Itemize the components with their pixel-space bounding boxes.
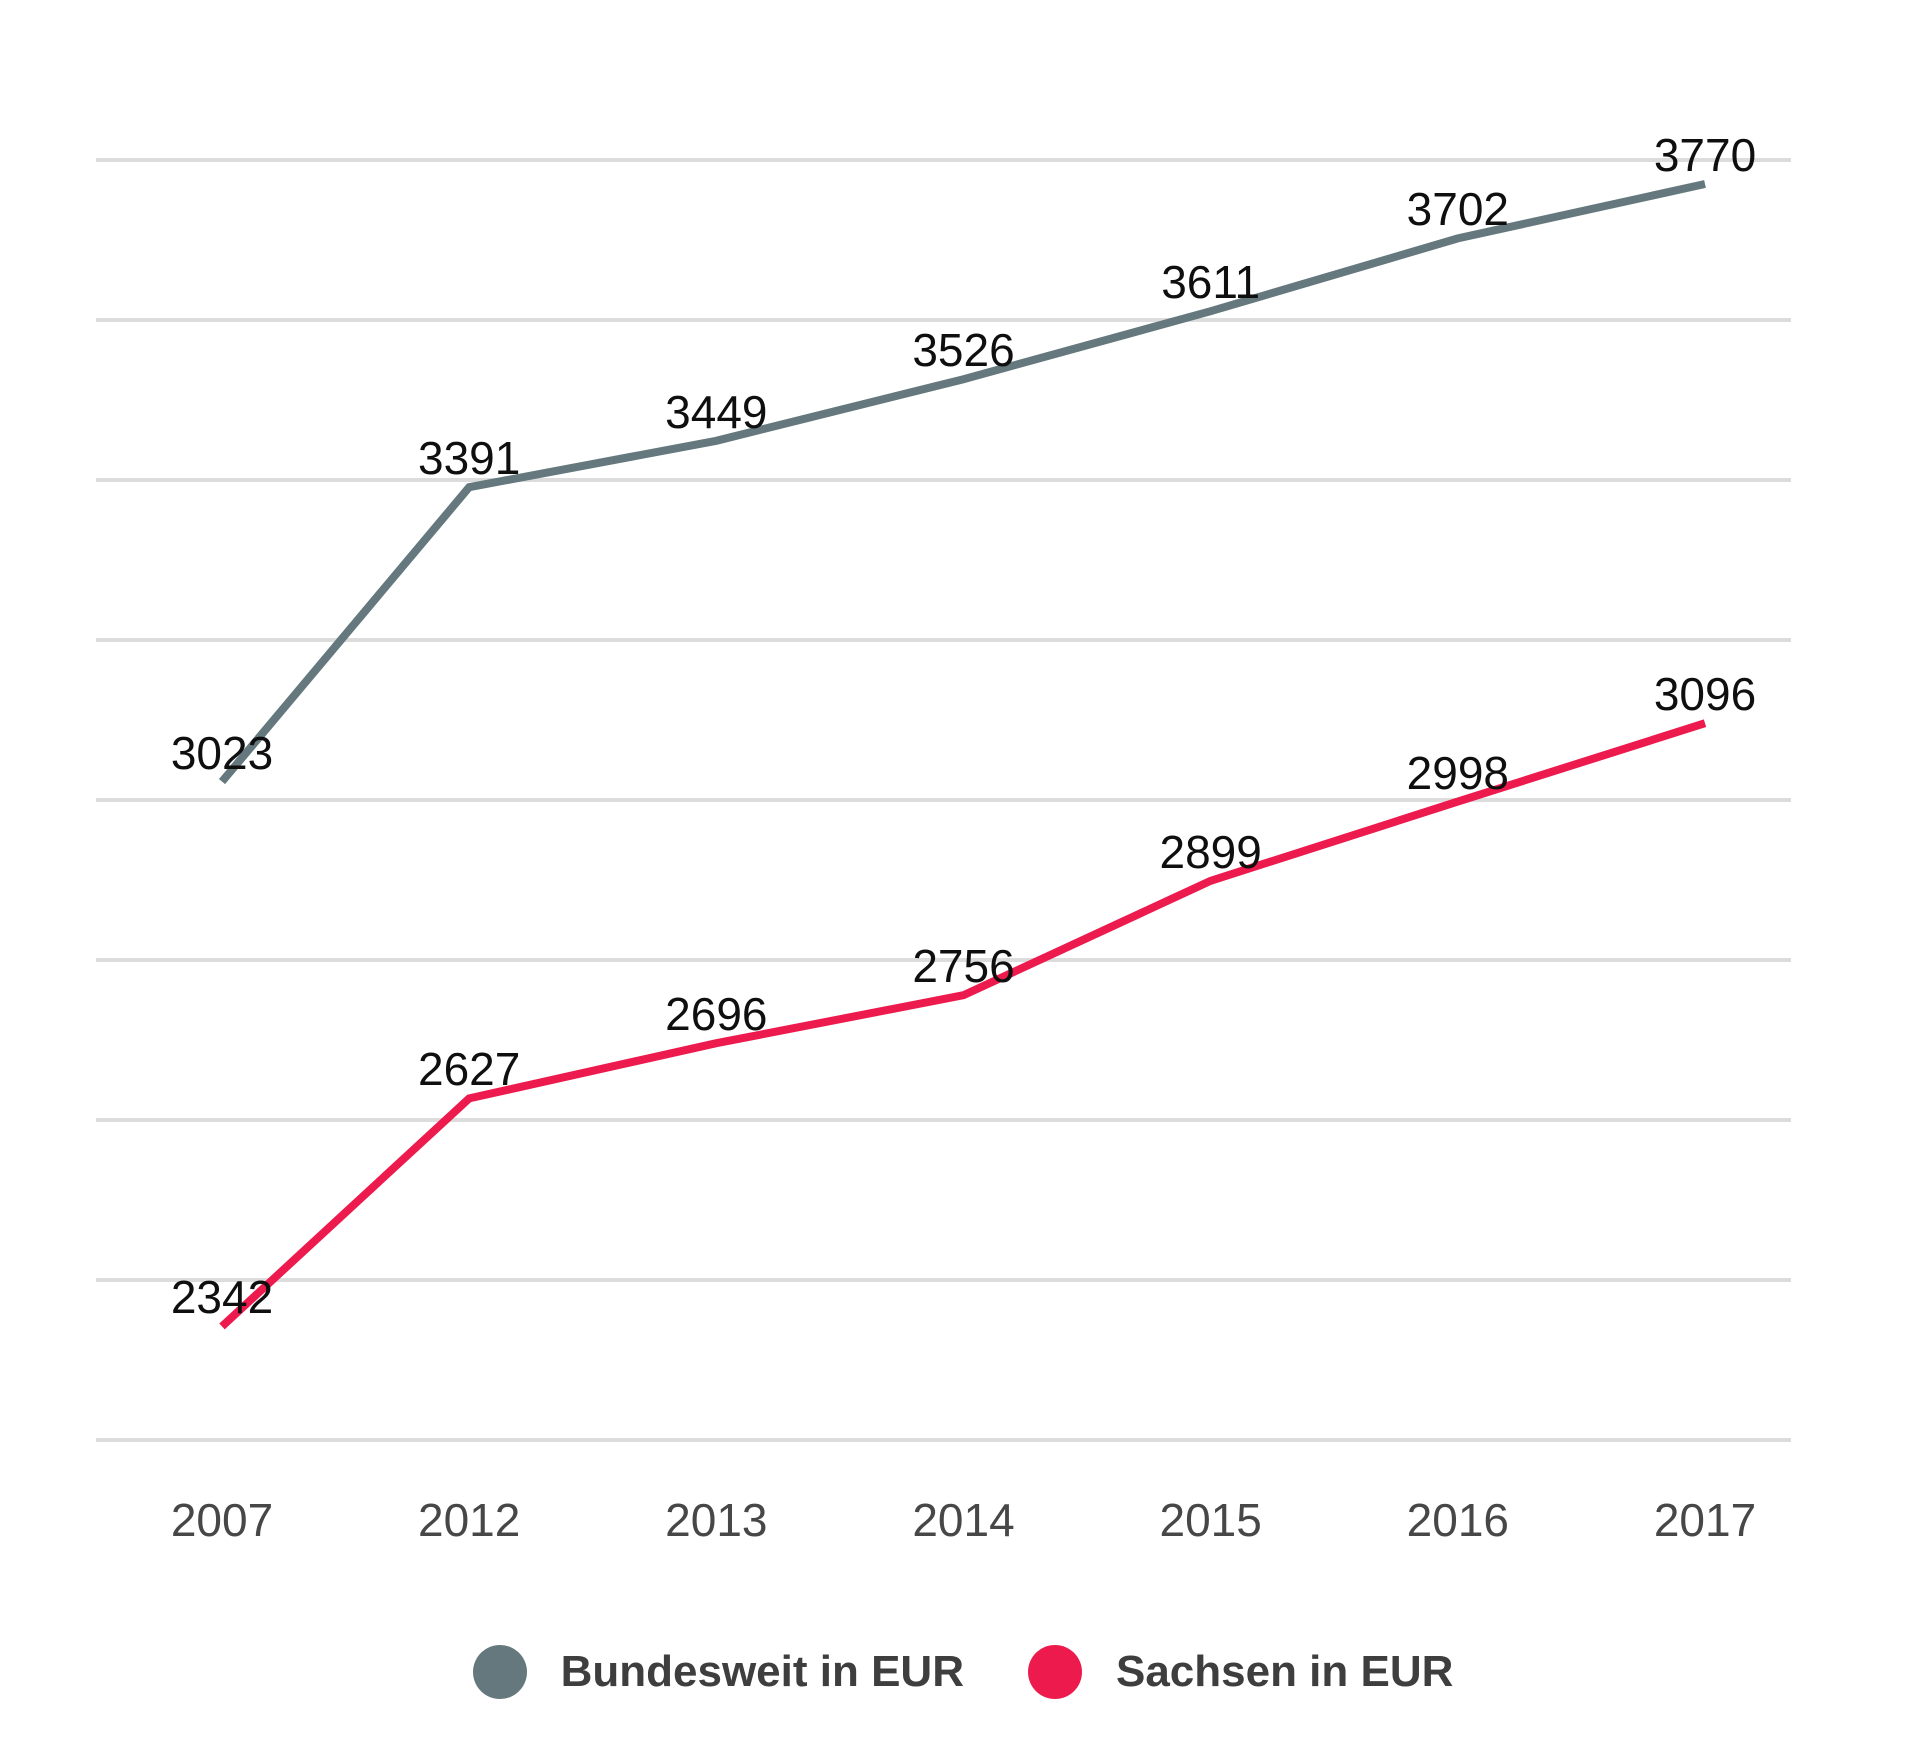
value-label: 3096 xyxy=(1653,668,1757,721)
value-label: 2756 xyxy=(912,940,1015,993)
value-label: 3770 xyxy=(1653,129,1757,181)
x-tick-label: 2017 xyxy=(1653,1494,1757,1546)
value-label: 2342 xyxy=(170,1271,274,1324)
legend: Bundesweit in EUR Sachsen in EUR xyxy=(0,1645,1926,1699)
legend-label-sachsen: Sachsen in EUR xyxy=(1115,1647,1454,1696)
value-label: 2696 xyxy=(665,988,768,1041)
legend-marker-bundesweit-icon xyxy=(472,1645,527,1699)
x-tick-label: 2013 xyxy=(665,1494,768,1546)
value-label: 3702 xyxy=(1406,183,1509,236)
legend-item-bundesweit: Bundesweit in EUR xyxy=(472,1645,964,1699)
x-tick-label: 2012 xyxy=(417,1494,521,1546)
x-tick-label: 2007 xyxy=(170,1494,274,1546)
value-label: 3449 xyxy=(665,385,768,438)
value-label: 2899 xyxy=(1159,825,1262,878)
legend-marker-sachsen-icon xyxy=(1027,1645,1082,1699)
series-line-sachsen xyxy=(219,719,1707,1330)
x-tick-label: 2016 xyxy=(1406,1494,1509,1546)
value-label: 3023 xyxy=(170,726,274,779)
x-tick-label: 2015 xyxy=(1159,1494,1262,1546)
series-line-bundesweit xyxy=(218,180,1706,785)
x-tick-label: 2014 xyxy=(912,1494,1015,1546)
legend-item-sachsen: Sachsen in EUR xyxy=(1027,1645,1454,1699)
value-label: 2998 xyxy=(1406,746,1509,799)
legend-label-bundesweit: Bundesweit in EUR xyxy=(560,1647,964,1696)
value-label: 2627 xyxy=(417,1043,521,1096)
value-label: 3391 xyxy=(417,432,521,485)
value-label: 3526 xyxy=(912,324,1015,377)
value-label: 3611 xyxy=(1161,256,1261,309)
